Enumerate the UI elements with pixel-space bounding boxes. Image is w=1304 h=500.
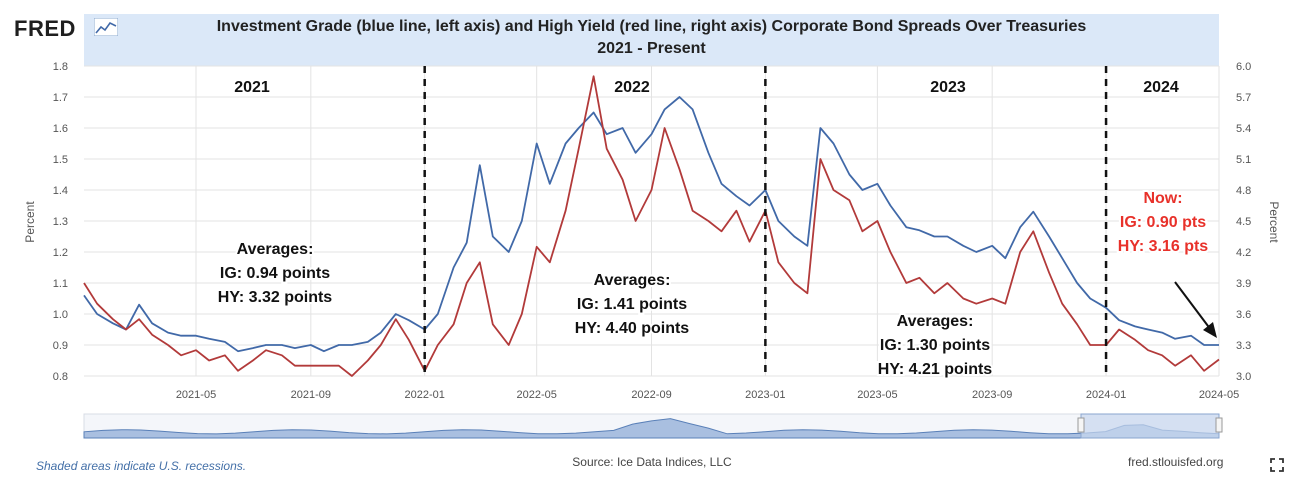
- left-tick-label: 1.1: [53, 278, 68, 290]
- averages-2021-annotation: Averages:: [237, 241, 314, 258]
- now-annotation: IG: 0.90 pts: [1120, 214, 1206, 231]
- left-tick-label: 1.3: [53, 216, 68, 228]
- x-tick-label: 2024-01: [1086, 389, 1126, 401]
- now-annotation: HY: 3.16 pts: [1118, 238, 1209, 255]
- averages-2022-annotation: Averages:: [594, 272, 671, 289]
- year-label: 2021: [234, 79, 270, 96]
- fullscreen-icon[interactable]: [1270, 458, 1284, 472]
- right-tick-label: 4.8: [1236, 185, 1251, 197]
- year-label: 2022: [614, 79, 650, 96]
- right-tick-label: 3.3: [1236, 340, 1251, 352]
- recession-note: Shaded areas indicate U.S. recessions.: [36, 459, 247, 473]
- year-label: 2024: [1143, 79, 1179, 96]
- averages-2023-annotation: HY: 4.21 points: [878, 361, 992, 378]
- now-arrowhead: [1203, 322, 1217, 338]
- left-tick-label: 1.7: [53, 92, 68, 104]
- x-tick-label: 2021-09: [291, 389, 331, 401]
- right-tick-label: 5.1: [1236, 154, 1251, 166]
- left-axis-title: Percent: [23, 201, 37, 243]
- ig-series-line: [83, 96, 1219, 353]
- left-tick-label: 1.6: [53, 123, 68, 135]
- right-tick-label: 3.9: [1236, 278, 1251, 290]
- x-tick-label: 2022-05: [517, 389, 557, 401]
- x-tick-label: 2022-09: [631, 389, 671, 401]
- left-tick-label: 1.8: [53, 61, 68, 73]
- left-tick-label: 1.0: [53, 309, 68, 321]
- navigator-handle-left[interactable]: [1077, 417, 1085, 433]
- x-tick-label: 2023-05: [857, 389, 897, 401]
- averages-2022-annotation: HY: 4.40 points: [575, 320, 689, 337]
- left-tick-label: 1.5: [53, 154, 68, 166]
- right-tick-label: 4.5: [1236, 216, 1251, 228]
- chart-title: Investment Grade (blue line, left axis) …: [216, 18, 1087, 35]
- left-tick-label: 1.2: [53, 247, 68, 259]
- navigator-area: [83, 418, 1220, 439]
- averages-2021-annotation: IG: 0.94 points: [220, 265, 330, 282]
- navigator-selection[interactable]: [1080, 413, 1220, 439]
- right-tick-label: 5.7: [1236, 92, 1251, 104]
- averages-2021-annotation: HY: 3.32 points: [218, 289, 332, 306]
- left-tick-label: 1.4: [53, 185, 68, 197]
- right-tick-label: 5.4: [1236, 123, 1251, 135]
- x-tick-label: 2023-01: [745, 389, 785, 401]
- chart-subtitle: 2021 - Present: [597, 40, 706, 57]
- year-label: 2023: [930, 79, 966, 96]
- right-tick-label: 4.2: [1236, 247, 1251, 259]
- hy-series-line: [83, 75, 1220, 377]
- fred-logo[interactable]: FRED: [14, 16, 76, 41]
- averages-2023-annotation: IG: 1.30 points: [880, 337, 990, 354]
- title-band: [84, 14, 1219, 66]
- x-tick-label: 2021-05: [176, 389, 216, 401]
- averages-2023-annotation: Averages:: [897, 313, 974, 330]
- x-tick-label: 2022-01: [404, 389, 444, 401]
- left-tick-label: 0.8: [53, 371, 68, 383]
- right-tick-label: 3.6: [1236, 309, 1251, 321]
- left-tick-label: 0.9: [53, 340, 68, 352]
- now-arrow: [1174, 281, 1212, 331]
- now-annotation: Now:: [1143, 190, 1182, 207]
- right-tick-label: 6.0: [1236, 61, 1251, 73]
- x-tick-label: 2024-05: [1199, 389, 1239, 401]
- right-axis-title: Percent: [1267, 201, 1281, 243]
- chart-line-icon: [94, 18, 118, 36]
- source-note: Source: Ice Data Indices, LLC: [572, 455, 732, 469]
- right-tick-label: 3.0: [1236, 371, 1251, 383]
- navigator-handle-right[interactable]: [1215, 417, 1223, 433]
- site-link[interactable]: fred.stlouisfed.org: [1128, 455, 1224, 469]
- averages-2022-annotation: IG: 1.41 points: [577, 296, 687, 313]
- x-tick-label: 2023-09: [972, 389, 1012, 401]
